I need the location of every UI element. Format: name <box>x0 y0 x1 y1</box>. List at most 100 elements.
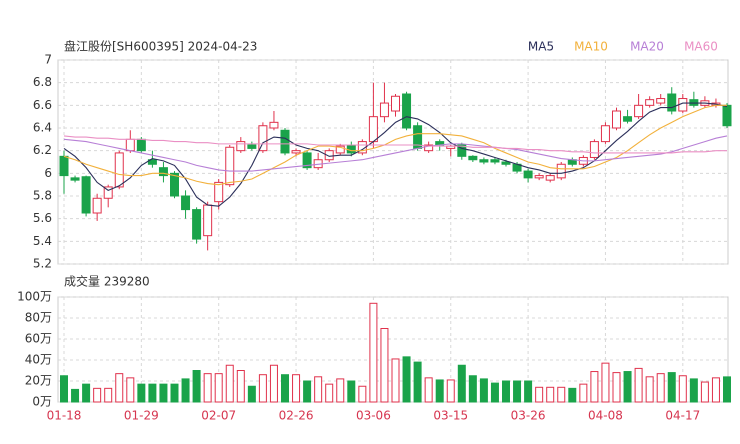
candle-body <box>103 186 113 199</box>
volume-bar <box>645 376 654 403</box>
candle-body <box>600 125 610 143</box>
candle-body <box>612 110 621 129</box>
y-tick-label: 5.4 <box>33 234 52 248</box>
volume-bar <box>524 380 533 403</box>
candle-body <box>59 155 69 177</box>
x-tick-label: 02-26 <box>279 409 314 423</box>
y-tick-label: 5.2 <box>33 257 52 271</box>
volume-bar <box>93 387 102 403</box>
y-tick-label: 5.8 <box>33 189 52 203</box>
candle-body <box>335 145 345 154</box>
volume-bar <box>413 361 422 403</box>
candle-body <box>236 141 246 152</box>
volume-bar <box>402 356 411 403</box>
volume-bar <box>623 371 632 403</box>
candle-body <box>291 150 301 154</box>
candle-body <box>501 161 511 165</box>
candle-body <box>490 159 500 163</box>
y-tick-label: 0万 <box>32 395 52 409</box>
volume-bar <box>502 380 510 403</box>
volume-bar <box>634 367 643 403</box>
volume-bar <box>590 371 599 403</box>
candle-body <box>181 195 191 211</box>
volume-bar <box>115 373 124 403</box>
candle-body <box>457 144 467 157</box>
y-tick-label: 7 <box>44 53 52 67</box>
volume-bar <box>612 372 621 403</box>
plot-frame <box>57 59 729 265</box>
candle-body <box>379 102 389 118</box>
candle-body <box>391 95 400 112</box>
volume-bar <box>203 373 212 403</box>
candle-body <box>634 104 644 118</box>
volume-bar <box>457 364 466 403</box>
candle-body <box>534 175 544 179</box>
volume-bar <box>247 385 256 403</box>
ma-line <box>63 102 728 207</box>
volume-bar <box>225 364 234 403</box>
volume-bar <box>667 372 676 403</box>
y-tick-label: 20万 <box>25 374 52 388</box>
volume-bar <box>656 373 665 403</box>
volume-bar <box>137 383 146 403</box>
volume-bar <box>546 386 555 403</box>
volume-bar <box>148 383 157 403</box>
candle-body <box>523 170 533 179</box>
candle-body <box>302 152 312 169</box>
y-tick-label: 6 <box>44 166 52 180</box>
candle-body <box>589 141 599 158</box>
volume-bar <box>579 383 588 403</box>
ma-line <box>63 135 728 172</box>
volume-bar <box>292 374 301 403</box>
volume-bar <box>325 383 334 403</box>
candle-body <box>258 125 268 152</box>
candle-body <box>203 204 213 237</box>
volume-bar <box>391 358 400 403</box>
candle-body <box>368 116 378 143</box>
volume-bar <box>369 302 378 403</box>
volume-bar <box>159 383 168 403</box>
volume-bar <box>192 370 201 403</box>
volume-bar <box>82 383 91 403</box>
y-tick-label: 5.6 <box>33 211 52 225</box>
y-tick-label: 6.8 <box>33 75 52 89</box>
volume-bar <box>424 377 433 403</box>
volume-bar <box>435 379 444 403</box>
ma-line <box>63 135 727 154</box>
candle-body <box>70 177 80 181</box>
volume-bar <box>281 374 289 403</box>
candle-body <box>125 138 135 152</box>
candle-body <box>402 93 412 129</box>
y-tick-label: 40万 <box>25 353 52 367</box>
candle-body <box>136 138 146 152</box>
y-tick-label: 60万 <box>25 332 52 346</box>
volume-bar <box>468 375 477 403</box>
candle-body <box>645 99 655 106</box>
candle-body <box>689 99 699 106</box>
volume-bar <box>314 376 323 403</box>
volume-bar <box>269 364 278 403</box>
volume-bar <box>557 386 566 403</box>
x-tick-label: 03-15 <box>433 409 468 423</box>
chart-title: 盘江股份[SH600395] 2024-04-23 <box>64 39 257 54</box>
candle-body <box>158 167 168 177</box>
volume-title: 成交量 239280 <box>64 274 150 289</box>
candle-body <box>280 129 290 154</box>
candle-body <box>468 155 478 161</box>
x-tick-label: 03-06 <box>356 409 391 423</box>
x-tick-label: 03-26 <box>511 409 546 423</box>
volume-bar <box>380 328 389 403</box>
volume-bar <box>358 385 367 403</box>
volume-bar <box>700 381 709 403</box>
x-tick-label: 01-18 <box>47 409 82 423</box>
x-tick-label: 01-29 <box>124 409 159 423</box>
volume-bar <box>60 375 68 403</box>
y-tick-label: 80万 <box>25 311 52 325</box>
legend-label: MA10 <box>574 40 608 54</box>
volume-bar <box>236 370 245 403</box>
volume-bar <box>490 382 499 403</box>
x-tick-label: 04-17 <box>665 409 700 423</box>
y-tick-label: 6.6 <box>33 98 52 112</box>
volume-bar <box>568 387 577 403</box>
